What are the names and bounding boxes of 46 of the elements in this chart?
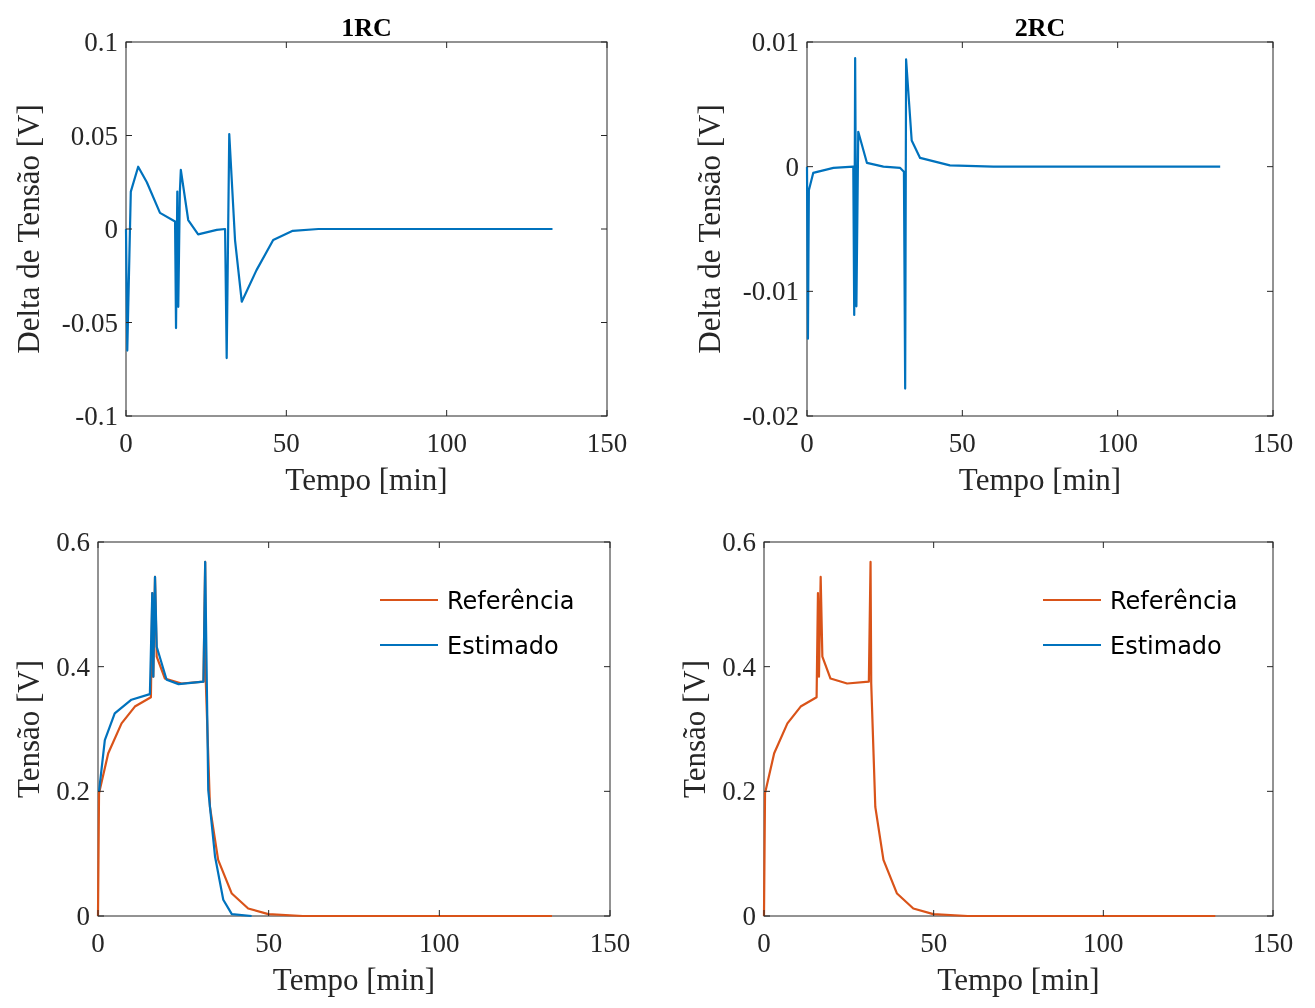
y-tick-label: -0.01 [742,276,799,307]
line-series [805,57,1222,390]
x-axis-title: Tempo [min] [272,962,436,997]
x-tick-label: 50 [948,428,976,458]
chart-title: 1RC [341,13,392,42]
y-tick-label: -0.05 [61,307,118,338]
y-tick-label: 0.05 [70,120,118,151]
x-axis-title: Tempo [min] [285,462,448,497]
x-tick-label: 150 [589,928,631,958]
y-tick-label: 0 [785,151,799,182]
legend-label: Referência [1110,587,1238,615]
chart-title: 2RC [1014,13,1066,42]
y-tick-label: -0.02 [742,401,799,431]
x-tick-label: 150 [1252,928,1294,958]
x-tick-label: 100 [426,428,467,458]
y-tick-label: 0.2 [56,776,90,807]
y-axis-title: Delta de Tensão [V] [10,104,46,354]
y-tick-label: 0.1 [84,27,118,57]
y-axis-title: Tensão [V] [10,659,46,799]
x-tick-label: 50 [920,928,948,958]
x-tick-label: 50 [272,428,300,458]
line-series [97,560,253,918]
y-tick-label: -0.1 [75,401,118,431]
x-tick-label: 100 [1097,428,1138,458]
legend-label: Referência [447,587,575,615]
y-tick-label: 0.4 [56,651,91,682]
y-tick-label: 0.6 [56,527,90,557]
legend-label: Estimado [1110,632,1222,660]
y-axis-title: Delta de Tensão [V] [691,104,727,354]
x-axis-title: Tempo [min] [937,962,1100,997]
y-tick-label: 0.01 [751,27,799,57]
line-series [124,132,554,360]
x-tick-label: 150 [586,428,628,458]
x-axis-title: Tempo [min] [958,462,1122,497]
y-tick-label: 0 [742,901,756,931]
x-tick-label: 50 [255,928,283,958]
x-tick-label: 100 [1083,928,1124,958]
legend-label: Estimado [447,632,559,660]
y-tick-label: 0.2 [722,776,756,807]
y-tick-label: 0.4 [722,651,757,682]
x-tick-label: 100 [419,928,460,958]
y-axis-title: Tensão [V] [676,659,712,799]
y-tick-label: 0 [104,214,118,244]
y-tick-label: 0.6 [722,527,756,557]
x-tick-label: 150 [1252,428,1294,458]
y-tick-label: 0 [76,901,90,931]
